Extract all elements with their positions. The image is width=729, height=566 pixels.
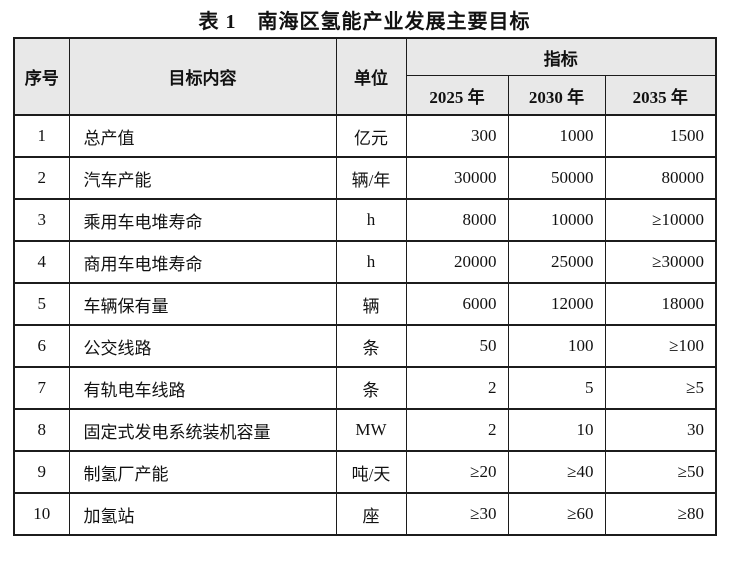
header-content: 目标内容: [68, 37, 337, 116]
table-body: 1 总产值 亿元 300 1000 1500 2 汽车产能 辆/年 30000 …: [13, 114, 717, 536]
header-row-top: 序号 目标内容 单位 指标: [13, 37, 717, 116]
cell-no: 9: [13, 450, 70, 494]
header-year-2035: 2035 年: [604, 75, 717, 116]
header-year-2030: 2030 年: [507, 75, 606, 116]
cell-2025: 30000: [405, 156, 509, 200]
cell-2030: 10000: [507, 198, 606, 242]
cell-content: 车辆保有量: [68, 282, 337, 326]
cell-unit: 亿元: [335, 114, 407, 158]
cell-unit: 座: [335, 492, 407, 536]
cell-unit: h: [335, 240, 407, 284]
goals-table: 序号 目标内容 单位 指标 2025 年 2030 年 2035 年 1 总产值…: [13, 37, 718, 536]
table-row: 3 乘用车电堆寿命 h 8000 10000 ≥10000: [13, 198, 717, 242]
table-row: 5 车辆保有量 辆 6000 12000 18000: [13, 282, 717, 326]
cell-2035: 18000: [604, 282, 717, 326]
cell-2030: 10: [507, 408, 606, 452]
cell-no: 1: [13, 114, 70, 158]
cell-2030: 12000: [507, 282, 606, 326]
cell-2025: 300: [405, 114, 509, 158]
cell-unit: 辆: [335, 282, 407, 326]
cell-unit: 条: [335, 324, 407, 368]
cell-2035: 30: [604, 408, 717, 452]
cell-2030: 25000: [507, 240, 606, 284]
cell-2030: ≥60: [507, 492, 606, 536]
table-row: 2 汽车产能 辆/年 30000 50000 80000: [13, 156, 717, 200]
cell-no: 2: [13, 156, 70, 200]
cell-2030: 50000: [507, 156, 606, 200]
header-unit: 单位: [335, 37, 407, 116]
cell-2025: 50: [405, 324, 509, 368]
header-indicator: 指标: [405, 37, 717, 76]
cell-no: 4: [13, 240, 70, 284]
cell-content: 公交线路: [68, 324, 337, 368]
cell-2025: 8000: [405, 198, 509, 242]
table-title: 表 1 南海区氢能产业发展主要目标: [198, 11, 531, 33]
cell-2030: 100: [507, 324, 606, 368]
cell-2035: ≥100: [604, 324, 717, 368]
cell-2030: 1000: [507, 114, 606, 158]
cell-2025: ≥30: [405, 492, 509, 536]
cell-unit: h: [335, 198, 407, 242]
cell-content: 汽车产能: [68, 156, 337, 200]
cell-2035: 1500: [604, 114, 717, 158]
table-header: 序号 目标内容 单位 指标 2025 年 2030 年 2035 年: [13, 37, 717, 116]
header-row-years: 2025 年 2030 年 2035 年: [14, 75, 717, 116]
cell-content: 固定式发电系统装机容量: [68, 408, 337, 452]
cell-2025: 2: [405, 366, 509, 410]
cell-2035: ≥50: [604, 450, 717, 494]
cell-2025: 20000: [405, 240, 509, 284]
cell-no: 8: [13, 408, 70, 452]
cell-2035: 80000: [604, 156, 717, 200]
table-row: 8 固定式发电系统装机容量 MW 2 10 30: [13, 408, 717, 452]
cell-content: 商用车电堆寿命: [68, 240, 337, 284]
table-row: 9 制氢厂产能 吨/天 ≥20 ≥40 ≥50: [13, 450, 717, 494]
cell-unit: 辆/年: [335, 156, 407, 200]
cell-unit: 吨/天: [335, 450, 407, 494]
cell-no: 3: [13, 198, 70, 242]
cell-2025: 2: [405, 408, 509, 452]
cell-content: 制氢厂产能: [68, 450, 337, 494]
cell-2035: ≥10000: [604, 198, 717, 242]
cell-unit: 条: [335, 366, 407, 410]
header-year-2025: 2025 年: [405, 75, 509, 116]
table-row: 7 有轨电车线路 条 2 5 ≥5: [13, 366, 717, 410]
cell-no: 6: [13, 324, 70, 368]
cell-2030: ≥40: [507, 450, 606, 494]
cell-no: 10: [13, 492, 70, 536]
cell-unit: MW: [335, 408, 407, 452]
cell-2035: ≥30000: [604, 240, 717, 284]
cell-2035: ≥80: [604, 492, 717, 536]
table-row: 4 商用车电堆寿命 h 20000 25000 ≥30000: [13, 240, 717, 284]
cell-no: 5: [13, 282, 70, 326]
cell-2025: 6000: [405, 282, 509, 326]
header-no: 序号: [13, 37, 70, 116]
cell-content: 乘用车电堆寿命: [68, 198, 337, 242]
cell-2035: ≥5: [604, 366, 717, 410]
table-row: 10 加氢站 座 ≥30 ≥60 ≥80: [13, 492, 717, 536]
table-row: 6 公交线路 条 50 100 ≥100: [13, 324, 717, 368]
cell-2025: ≥20: [405, 450, 509, 494]
cell-no: 7: [13, 366, 70, 410]
cell-content: 加氢站: [68, 492, 337, 536]
table-row: 1 总产值 亿元 300 1000 1500: [13, 114, 717, 158]
cell-2030: 5: [507, 366, 606, 410]
cell-content: 有轨电车线路: [68, 366, 337, 410]
cell-content: 总产值: [68, 114, 337, 158]
